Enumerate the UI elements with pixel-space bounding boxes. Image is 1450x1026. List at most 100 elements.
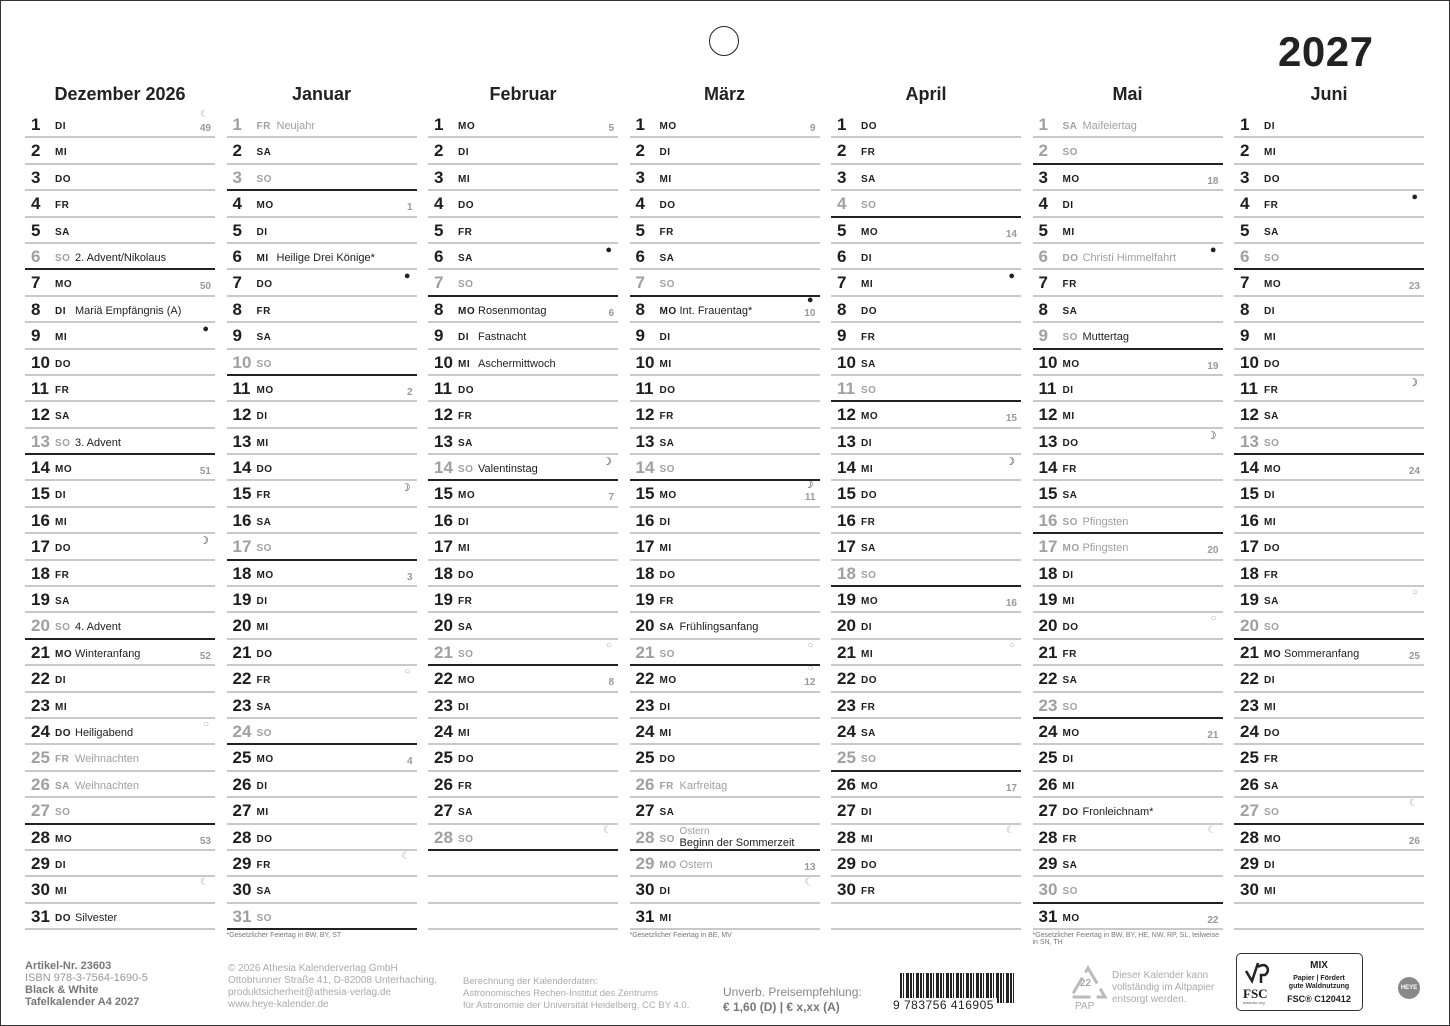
weekday: DO <box>256 464 273 476</box>
day-row: 13 DO ☽ <box>1032 429 1223 456</box>
day-row: 8 FR <box>226 297 417 324</box>
day-row: 22 MO 8 <box>428 666 618 693</box>
day-number: 11 <box>1038 378 1057 398</box>
weekday: MI <box>1264 886 1277 898</box>
day-row: 22 DI <box>1234 666 1424 693</box>
day-row: 26 SA <box>1234 772 1424 799</box>
weekday: DI <box>256 596 268 608</box>
weekday: DI <box>55 121 66 132</box>
day-number: 22 <box>1038 669 1058 689</box>
day-number: 22 <box>232 669 252 689</box>
weekday: SO <box>458 279 474 291</box>
weekday: MI <box>256 622 269 634</box>
day-number: 28 <box>1038 827 1058 847</box>
day-number: 28 <box>1240 827 1259 847</box>
weekday: FR <box>256 305 271 317</box>
moon-first-icon: ☽ <box>602 456 612 469</box>
day-number: 12 <box>1240 405 1259 425</box>
day-number: 11 <box>31 378 49 398</box>
day-number: 9 <box>1240 326 1250 346</box>
day-row: 24 DO Heiligabend ○ <box>25 719 215 746</box>
weekday: DO <box>256 279 273 291</box>
weekday: DO <box>1062 622 1079 634</box>
edition: Black & White <box>25 984 99 996</box>
day-row: 30 DI ☾ <box>629 877 820 904</box>
weekday: SO <box>256 727 272 739</box>
day-row: 24 SO <box>226 719 417 746</box>
day-number: 25 <box>232 748 252 768</box>
day-number: 10 <box>232 352 252 372</box>
day-row: 4 DO <box>629 191 820 218</box>
week-number: 19 <box>1207 360 1219 372</box>
day-row: 2 SA <box>226 138 417 165</box>
weekday: DO <box>1264 173 1280 185</box>
day-number: 18 <box>635 563 655 583</box>
weekday: MI <box>659 543 672 555</box>
day-number: 3 <box>1240 167 1250 187</box>
day-number: 29 <box>232 853 252 873</box>
weekday: DI <box>458 516 469 528</box>
moon-new-icon: ● <box>605 243 612 256</box>
day-number: 5 <box>1240 220 1250 240</box>
day-number: 9 <box>232 326 242 346</box>
weekday: SO <box>1062 886 1078 898</box>
day-number: 19 <box>434 590 453 610</box>
day-row: 14 SO <box>629 455 820 482</box>
day-number: 21 <box>1240 642 1259 662</box>
weekday: MO <box>1264 279 1282 291</box>
day-row: 2 MI <box>1234 138 1424 165</box>
day-number: 12 <box>837 405 856 425</box>
day-number: 15 <box>635 484 655 504</box>
weekday: SA <box>458 437 473 449</box>
weekday: SO <box>861 569 877 581</box>
day-row: 20 DI <box>831 613 1021 640</box>
day-number: 1 <box>1038 115 1048 134</box>
weekday: DO <box>256 833 273 845</box>
day-number: 23 <box>1240 695 1259 715</box>
recycle-icon <box>1068 965 1108 999</box>
weekday: MO <box>861 226 879 238</box>
day-number: 6 <box>1240 246 1250 266</box>
moon-new-icon: ● <box>1008 270 1015 283</box>
day-row: 17 MI <box>428 534 618 561</box>
weekday: SO <box>861 200 877 212</box>
day-number: 12 <box>31 405 50 425</box>
day-number: 21 <box>31 642 50 662</box>
moon-last-icon: ☾ <box>804 877 814 889</box>
day-number: 20 <box>1038 616 1058 636</box>
day-row: 23 FR <box>831 693 1021 719</box>
weekday: SA <box>1264 780 1279 792</box>
weekday: SO <box>861 384 877 396</box>
day-number: 25 <box>635 748 655 768</box>
day-row: 21 SO ○ <box>629 640 820 667</box>
day-number: 7 <box>1038 273 1048 293</box>
moon-first-icon: ☽ <box>803 479 814 492</box>
holiday-note: Fronleichnam* <box>1082 806 1154 819</box>
day-number: 14 <box>1240 458 1259 478</box>
day-row: 18 DO <box>428 561 618 588</box>
weekday: MO <box>861 780 879 792</box>
month-title: Februar <box>489 84 557 104</box>
weekday: DO <box>458 200 474 212</box>
day-number: 2 <box>434 141 444 161</box>
day-number: 6 <box>837 246 847 266</box>
weekday: DO <box>861 859 877 871</box>
day-row: 12 MI <box>1032 402 1223 429</box>
weekday: SO <box>1264 252 1280 264</box>
weekday: SO <box>458 833 474 845</box>
month-title: April <box>905 84 947 104</box>
weekday: MO <box>1264 833 1282 845</box>
day-number: 22 <box>434 669 453 689</box>
day-row: 6 SA ● <box>428 243 618 271</box>
weekday: MO <box>458 490 476 502</box>
day-row: 11 MO 2 <box>226 376 417 403</box>
month-column: März 1 MO 9 2 DI 3 MI 4 DO 5 FR 6 SA 7 SO 8 MO Int. Frauen… <box>629 84 820 939</box>
weekday: FR <box>659 411 674 423</box>
day-row: 20 DO ○ <box>1032 613 1223 640</box>
day-number: 31 <box>635 906 655 926</box>
day-number: 16 <box>1240 510 1259 530</box>
day-row: 19 FR <box>428 587 618 614</box>
month-title: Dezember 2026 <box>54 84 186 104</box>
weekday: MI <box>861 648 874 660</box>
day-number: 25 <box>1240 748 1259 768</box>
